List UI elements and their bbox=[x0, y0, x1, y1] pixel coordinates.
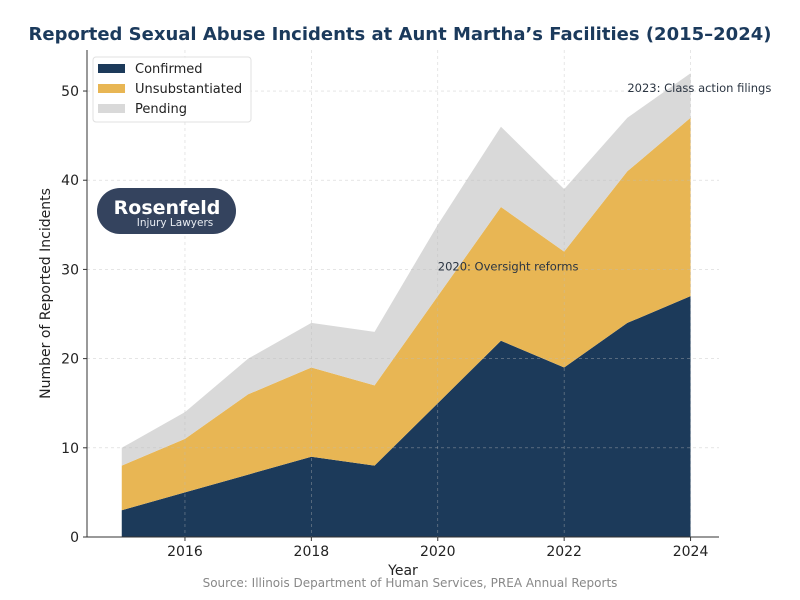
logo bbox=[97, 188, 236, 234]
legend bbox=[92, 56, 252, 123]
legend-swatch-confirmed bbox=[98, 64, 125, 73]
area-unsubstantiated bbox=[121, 117, 691, 511]
legend-label: Pending bbox=[135, 102, 187, 117]
area-confirmed bbox=[121, 296, 691, 537]
legend-swatch-pending bbox=[98, 104, 125, 113]
y-tick-label: 50 bbox=[61, 84, 79, 100]
x-axis-label: Year bbox=[387, 563, 418, 579]
x-tick-label: 2024 bbox=[673, 544, 709, 560]
x-tick-label: 2020 bbox=[420, 544, 456, 560]
x-tick-label: 2018 bbox=[294, 544, 330, 560]
legend-swatch-unsubstantiated bbox=[98, 84, 125, 93]
y-tick-label: 40 bbox=[61, 173, 79, 189]
legend-label: Confirmed bbox=[135, 62, 203, 77]
x-tick-label: 2016 bbox=[167, 544, 203, 560]
logo-text: Rosenfeld bbox=[114, 197, 221, 219]
y-tick-label: 30 bbox=[61, 262, 79, 278]
area-pending bbox=[121, 73, 691, 466]
logo-subtext: Injury Lawyers bbox=[137, 217, 214, 229]
y-tick-label: 10 bbox=[61, 441, 79, 457]
y-axis-label: Number of Reported Incidents bbox=[38, 188, 54, 399]
y-tick-label: 0 bbox=[70, 530, 79, 546]
legend-label: Unsubstantiated bbox=[135, 82, 242, 97]
source-note: Source: Illinois Department of Human Ser… bbox=[202, 576, 618, 590]
x-tick-label: 2022 bbox=[546, 544, 582, 560]
y-tick-label: 20 bbox=[61, 352, 79, 368]
chart-title: Reported Sexual Abuse Incidents at Aunt … bbox=[28, 24, 772, 45]
annotation: 2023: Class action filings bbox=[627, 81, 771, 95]
annotation: 2020: Oversight reforms bbox=[438, 259, 579, 273]
